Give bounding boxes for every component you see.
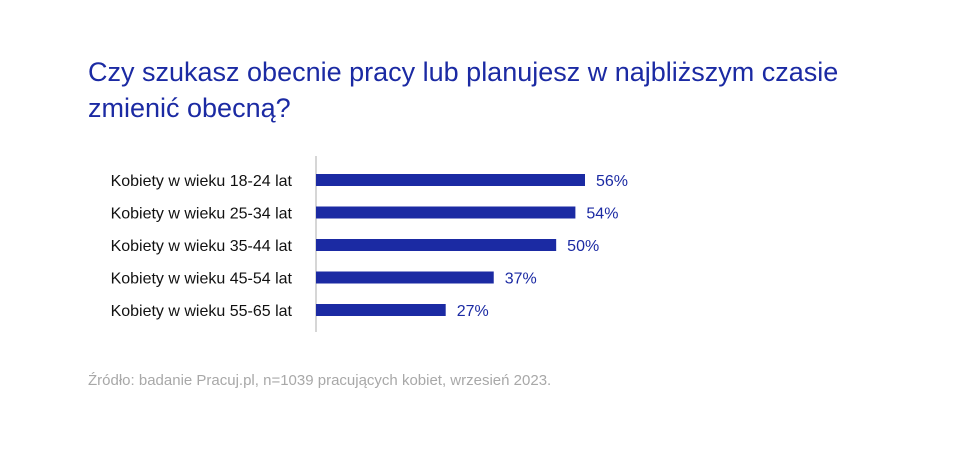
bar <box>316 239 557 251</box>
category-label: Kobiety w wieku 35-44 lat <box>111 238 293 255</box>
bar-chart: Kobiety w wieku 18-24 lat 56% Kobiety w wi… <box>111 156 628 332</box>
source-note: Źródło: badanie Pracuj.pl, n=1039 pracuj… <box>88 372 552 389</box>
value-label: 37% <box>505 271 537 288</box>
category-label: Kobiety w wieku 18-24 lat <box>111 173 293 190</box>
category-label: Kobiety w wieku 45-54 lat <box>111 271 293 288</box>
category-label: Kobiety w wieku 25-34 lat <box>111 206 293 223</box>
value-label: 27% <box>457 303 489 320</box>
bar <box>316 206 576 219</box>
category-label: Kobiety w wieku 55-65 lat <box>111 303 293 320</box>
value-label: 54% <box>586 206 618 223</box>
bars-group: Kobiety w wieku 18-24 lat 56% Kobiety w wi… <box>111 173 628 320</box>
bar <box>316 174 585 186</box>
value-label: 50% <box>567 238 599 255</box>
bar <box>316 271 494 284</box>
value-label: 56% <box>596 173 628 190</box>
bar <box>316 304 446 316</box>
chart-title: Czy szukasz obecnie pracy lub planujesz … <box>88 57 839 123</box>
